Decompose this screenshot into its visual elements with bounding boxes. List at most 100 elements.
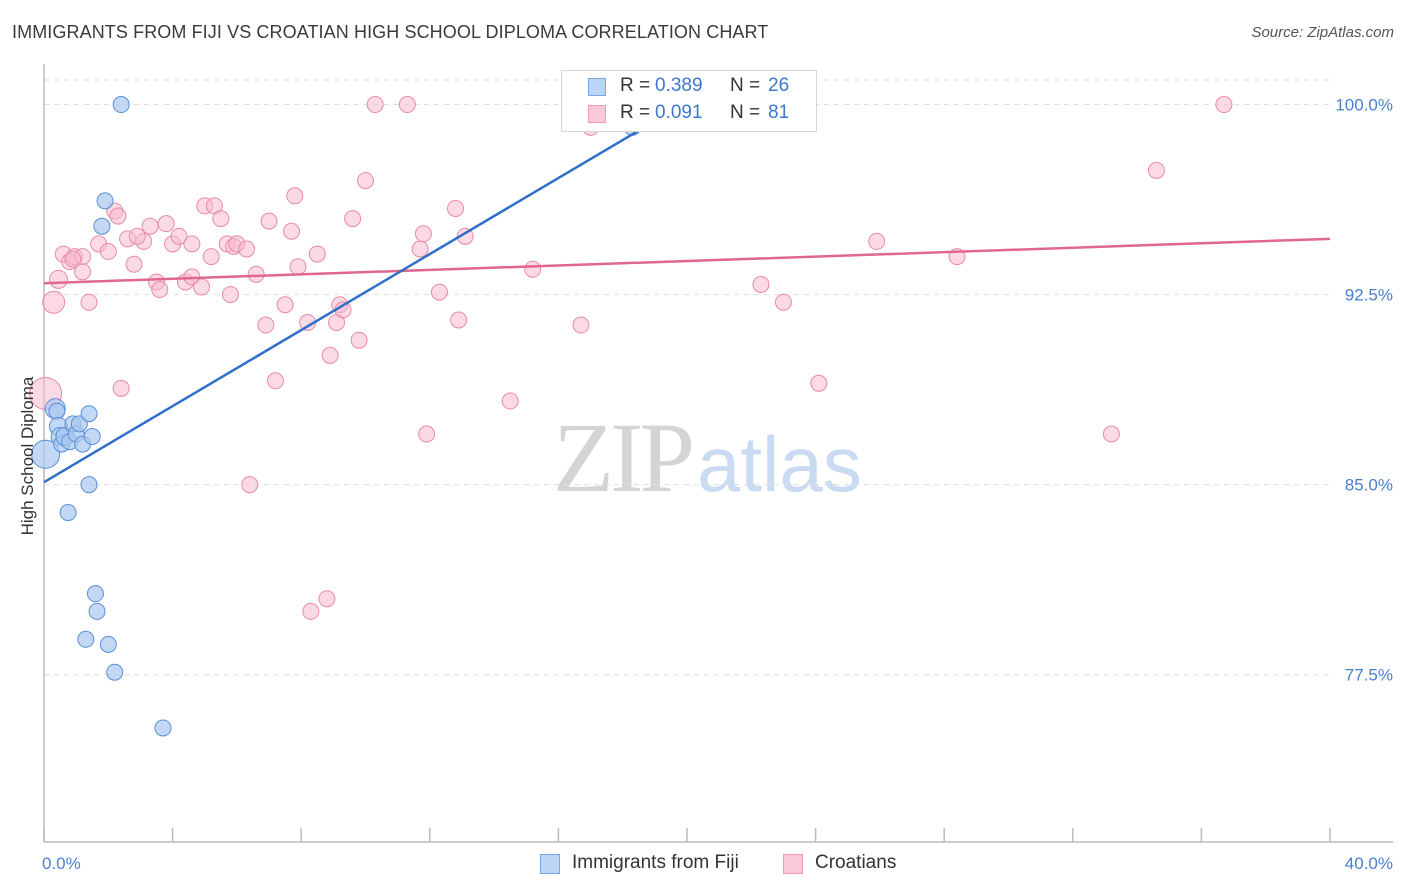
fiji-point [154,719,172,737]
fiji-swatch [588,78,606,96]
croatians-point [302,602,320,620]
croatians-point [286,187,304,205]
source-credit: Source: ZipAtlas.com [1251,24,1394,41]
croatians-point [501,392,519,410]
croatians-point [308,245,326,263]
croatians-point [221,286,239,304]
croatians-point [350,331,368,349]
croatians-point [128,227,146,245]
croatians-point [112,379,130,397]
croatians-r-label: R = [620,102,651,123]
croatians-point [1102,425,1120,443]
fiji-legend-swatch [540,854,560,874]
fiji-point [48,402,66,420]
fiji-point [112,96,130,114]
fiji-legend-label: Immigrants from Fiji [572,852,739,873]
croatians-legend-label: Croatians [815,852,897,873]
croatians-point [450,311,468,329]
croatians-point [357,172,374,190]
croatians-point [64,250,82,268]
trend-lines [43,100,1331,484]
fiji-point [86,585,104,603]
croatians-point [774,293,792,311]
fiji-points [31,96,641,737]
croatians-point [212,210,230,228]
croatians-point [418,425,436,443]
croatians-swatch [588,105,606,123]
croatians-point [241,476,259,494]
croatians-point [99,243,117,261]
croatians-n-label: N = [730,102,761,123]
fiji-point [80,476,98,494]
fiji-point [59,504,77,522]
y-axis-label: High School Diploma [18,376,37,535]
fiji-point [99,635,117,653]
croatians-point [398,96,416,114]
fiji-point [106,663,124,681]
y-tick-label: 100.0% [1335,96,1393,115]
x-tick-label: 0.0% [42,854,81,873]
croatians-point [48,269,68,289]
croatians-point [80,293,98,311]
fiji-point [83,428,101,446]
croatians-point [257,316,275,334]
croatians-point [344,210,362,228]
croatians-point [202,248,220,266]
croatians-point [411,240,429,258]
croatians-point [414,225,432,243]
y-tick-label: 85.0% [1345,476,1393,495]
croatians-point [524,260,542,278]
croatians-point [318,590,336,608]
fiji-trend-line [43,100,688,484]
correlation-legend: R = 0.389 N = 26 R = 0.091 N = 81 [561,70,817,132]
croatians-point [247,265,265,283]
watermark-zip: ZIP [553,402,695,513]
series-legend: Immigrants from Fiji Croatians [0,851,1406,879]
croatians-point [868,232,886,250]
croatians-point [260,212,278,230]
grid-lines [44,79,1330,676]
croatians-points [29,96,1233,620]
croatians-point [109,207,127,225]
croatians-point [752,275,770,293]
x-tick-label: 40.0% [1345,854,1393,873]
croatians-point [125,255,143,273]
croatians-point [238,240,256,258]
legend-row-fiji: R = 0.389 N = 26 [562,73,816,101]
croatians-point [283,222,301,240]
fiji-point [80,405,98,423]
fiji-n-value: 26 [768,75,790,96]
fiji-r-value: 0.389 [655,75,703,96]
croatians-point [1147,161,1165,179]
croatians-point [151,281,169,299]
croatians-point [1215,96,1233,114]
croatians-point [193,278,211,296]
croatians-point [321,346,339,364]
y-tick-label: 77.5% [1345,666,1393,685]
croatians-legend-swatch [783,854,803,874]
croatians-point [456,227,474,245]
croatians-r-value: 0.091 [655,102,703,123]
croatians-point [170,227,188,245]
croatians-point [366,96,384,114]
croatians-point [289,258,307,276]
croatians-point [810,374,828,392]
fiji-point [96,192,114,210]
fiji-point [88,602,106,620]
croatians-point [572,316,590,334]
croatians-point [447,199,465,217]
croatians-n-value: 81 [768,102,790,123]
croatians-point [266,372,284,390]
croatians-point [276,296,294,314]
tick-labels: 100.0% 92.5% 85.0% 77.5% 0.0% 40.0% [42,96,1393,873]
y-tick-label: 92.5% [1345,286,1393,305]
fiji-r-label: R = [620,75,651,96]
croatians-point [74,263,92,281]
fiji-n-label: N = [730,75,761,96]
watermark: ZIPatlas [553,400,862,515]
croatians-point [430,283,448,301]
croatians-point [42,290,66,314]
croatians-point [157,215,175,233]
fiji-point [77,630,95,648]
